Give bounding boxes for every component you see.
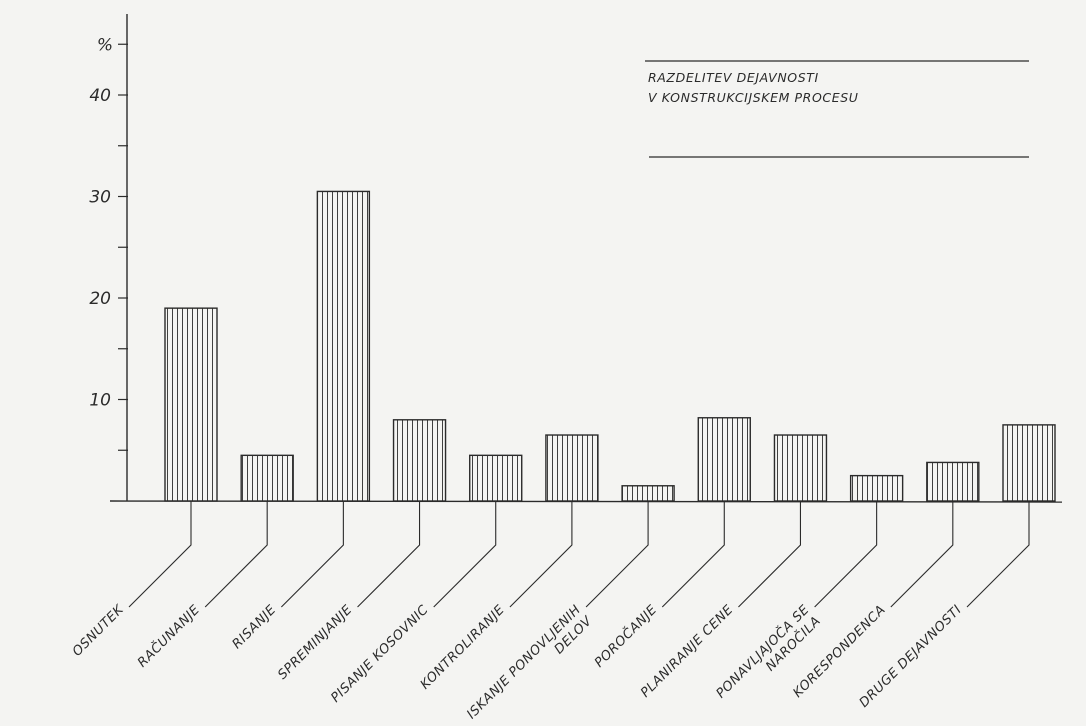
category-leader-line (738, 501, 802, 608)
category-label-line: RAČUNANJE (134, 601, 203, 670)
y-tick-label: 30 (89, 188, 111, 208)
y-tick-label: 40 (89, 86, 111, 106)
bar (316, 190, 371, 502)
bar (926, 461, 980, 502)
category-leader-line (357, 501, 421, 608)
bar (1002, 424, 1056, 502)
category-leader-line (585, 501, 649, 608)
category-label-line: RISANJE (230, 602, 280, 652)
bar-group (164, 190, 1056, 502)
bar (469, 454, 523, 502)
bar (545, 434, 599, 502)
category-label: POROČANJE (591, 601, 660, 670)
category-label-line: POROČANJE (591, 601, 660, 670)
bar (773, 434, 828, 502)
category-leader-line (509, 501, 573, 608)
category-leader-line (128, 501, 192, 608)
category-label: RISANJE (230, 602, 280, 652)
y-tick-label: 20 (89, 289, 111, 309)
bar (697, 417, 751, 502)
y-axis-unit-label: % (97, 35, 113, 55)
bar (240, 454, 294, 502)
category-leader-line (433, 501, 497, 608)
category-label-line: SPREMINJANJE (275, 602, 356, 683)
category-label: KONTROLIRANJE (418, 602, 508, 692)
category-label: OSNUTEK (70, 602, 128, 660)
category-label: SPREMINJANJE (275, 602, 356, 683)
category-leader-line (204, 501, 268, 608)
bar (849, 474, 904, 502)
category-label: RAČUNANJE (134, 601, 203, 670)
y-tick-label: 10 (89, 391, 111, 411)
category-leader-line (890, 501, 954, 608)
chart-axes: 10 20 30 40% (89, 14, 1063, 503)
category-label-line: OSNUTEK (70, 602, 128, 660)
chart-title: RAZDELITEV DEJAVNOSTI V KONSTRUKCIJSKEM P… (645, 60, 1029, 158)
bar (621, 485, 675, 502)
chart-title-line: V KONSTRUKCIJSKEM PROCESU (648, 90, 859, 105)
bar (392, 419, 447, 502)
category-leader-line (966, 501, 1030, 608)
category-leader-line (814, 501, 878, 608)
category-label-line: KONTROLIRANJE (418, 602, 508, 692)
chart-title-line: RAZDELITEV DEJAVNOSTI (648, 70, 819, 85)
category-label-group: OSNUTEK RAČUNANJE RISANJESPREMINJANJEPISAN… (70, 501, 1030, 722)
category-leader-line (280, 501, 344, 608)
category-leader-line (661, 501, 725, 608)
bar (164, 307, 218, 502)
